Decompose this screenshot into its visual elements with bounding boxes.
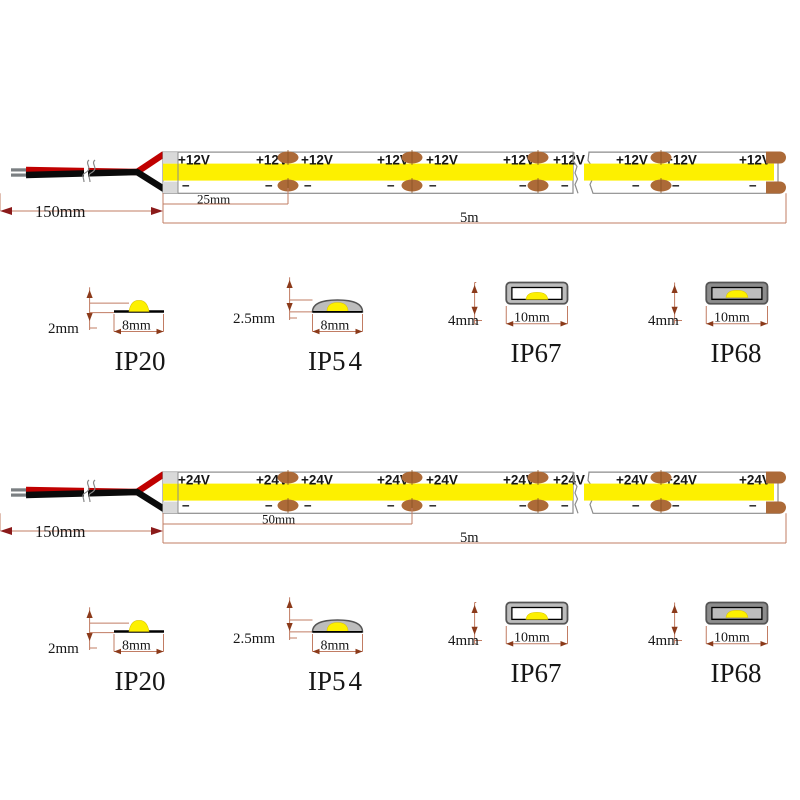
svg-text:8mm: 8mm	[122, 319, 151, 334]
svg-text:–: –	[672, 498, 680, 513]
svg-text:10mm: 10mm	[514, 631, 550, 646]
svg-text:4mm: 4mm	[648, 313, 679, 329]
svg-text:–: –	[387, 178, 395, 193]
svg-text:4mm: 4mm	[648, 633, 679, 649]
svg-text:+24V: +24V	[178, 473, 210, 488]
svg-text:–: –	[429, 498, 437, 513]
svg-text:2.5mm: 2.5mm	[233, 631, 275, 647]
svg-text:–: –	[632, 178, 640, 193]
svg-text:IP20: IP20	[114, 666, 165, 696]
svg-text:+24V: +24V	[553, 473, 585, 488]
svg-text:8mm: 8mm	[321, 639, 350, 654]
svg-text:–: –	[304, 178, 312, 193]
svg-text:IP68: IP68	[710, 338, 761, 368]
svg-text:8mm: 8mm	[321, 319, 350, 334]
svg-text:–: –	[672, 178, 680, 193]
svg-text:2mm: 2mm	[48, 641, 79, 657]
svg-text:2mm: 2mm	[48, 321, 79, 337]
svg-text:+12V: +12V	[553, 153, 585, 168]
svg-text:–: –	[387, 498, 395, 513]
svg-text:IP68: IP68	[710, 658, 761, 688]
svg-text:–: –	[265, 178, 273, 193]
svg-text:–: –	[182, 498, 190, 513]
svg-text:IP20: IP20	[114, 346, 165, 376]
svg-text:50mm: 50mm	[262, 512, 295, 527]
svg-text:+24V: +24V	[616, 473, 648, 488]
svg-text:–: –	[749, 178, 757, 193]
svg-text:+12V: +12V	[426, 153, 458, 168]
svg-text:–: –	[519, 498, 527, 513]
svg-text:IP67: IP67	[510, 658, 561, 688]
svg-text:5m: 5m	[460, 210, 479, 226]
svg-text:25mm: 25mm	[197, 192, 230, 207]
svg-text:10mm: 10mm	[714, 631, 750, 646]
svg-text:IP67: IP67	[510, 338, 561, 368]
svg-text:+12V: +12V	[616, 153, 648, 168]
svg-text:–: –	[304, 498, 312, 513]
svg-text:4mm: 4mm	[448, 633, 479, 649]
svg-text:+24V: +24V	[301, 473, 333, 488]
svg-text:–: –	[182, 178, 190, 193]
svg-text:150mm: 150mm	[35, 522, 86, 541]
svg-text:5m: 5m	[460, 530, 479, 546]
svg-text:10mm: 10mm	[514, 311, 550, 326]
svg-text:+12V: +12V	[301, 153, 333, 168]
svg-text:+12V: +12V	[178, 153, 210, 168]
svg-text:150mm: 150mm	[35, 202, 86, 221]
svg-text:+24V: +24V	[426, 473, 458, 488]
svg-text:–: –	[519, 178, 527, 193]
svg-text:10mm: 10mm	[714, 311, 750, 326]
svg-text:–: –	[429, 178, 437, 193]
svg-text:2.5mm: 2.5mm	[233, 311, 275, 327]
svg-text:8mm: 8mm	[122, 639, 151, 654]
svg-text:–: –	[749, 498, 757, 513]
svg-text:–: –	[265, 498, 273, 513]
svg-text:–: –	[632, 498, 640, 513]
svg-text:–: –	[561, 498, 569, 513]
svg-text:–: –	[561, 178, 569, 193]
svg-text:4mm: 4mm	[448, 313, 479, 329]
